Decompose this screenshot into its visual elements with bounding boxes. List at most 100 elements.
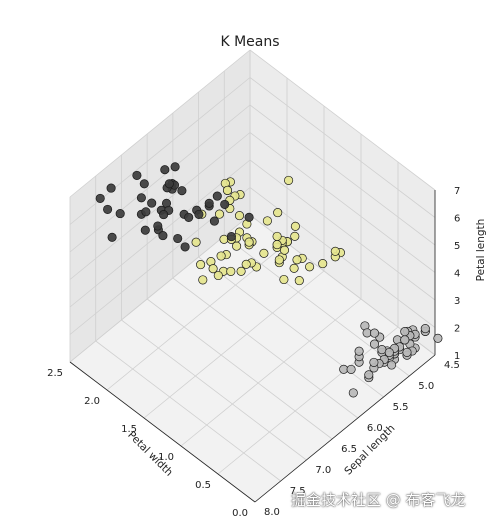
z-tick-label: 1: [454, 351, 460, 362]
data-point-cluster-0: [140, 225, 150, 235]
data-point-cluster-2: [400, 327, 410, 337]
data-point-cluster-2: [364, 370, 374, 380]
y-tick-label: 5.0: [418, 381, 434, 392]
data-point-cluster-1: [279, 274, 289, 285]
data-point-cluster-1: [214, 209, 225, 219]
data-point-cluster-0: [226, 232, 236, 242]
data-point-cluster-1: [213, 270, 223, 281]
data-point-cluster-1: [196, 260, 206, 270]
data-point-cluster-0: [132, 170, 142, 180]
data-point-cluster-1: [272, 231, 282, 241]
data-point-cluster-1: [279, 245, 290, 255]
data-point-cluster-0: [209, 216, 219, 226]
data-point-cluster-0: [106, 183, 116, 193]
data-point-cluster-2: [369, 357, 379, 367]
data-point-cluster-1: [294, 276, 304, 286]
data-point-cluster-2: [369, 339, 380, 349]
grid-line-z-left: [249, 104, 436, 246]
data-point-cluster-1: [290, 231, 300, 241]
data-point-cluster-0: [153, 221, 163, 231]
data-point-cluster-2: [384, 347, 394, 358]
y-tick-label: 7.5: [290, 486, 306, 497]
data-point-cluster-0: [194, 209, 204, 219]
data-point-cluster-1: [330, 246, 340, 256]
y-tick-label: 8.0: [264, 507, 280, 518]
x-tick-label: 2.5: [47, 368, 63, 379]
data-point-cluster-1: [289, 263, 299, 273]
data-point-cluster-0: [139, 179, 149, 189]
data-point-cluster-1: [236, 266, 246, 276]
data-point-cluster-0: [220, 199, 230, 209]
y-tick-label: 6.5: [341, 444, 357, 455]
data-point-cluster-2: [387, 360, 397, 370]
data-point-cluster-0: [159, 210, 169, 220]
grid-line-z-left: [249, 77, 436, 218]
data-point-cluster-1: [284, 175, 294, 185]
grid-line-y-floor: [121, 319, 307, 461]
grid-line-z-right: [69, 49, 251, 198]
data-point-cluster-0: [180, 242, 190, 252]
x-tick-label: 2.0: [84, 396, 100, 407]
grid-line-z-left: [249, 159, 436, 301]
y-tick-label: 7.0: [315, 465, 331, 476]
data-point-cluster-2: [420, 324, 430, 334]
x-tick-label: 1.0: [158, 452, 174, 463]
data-point-cluster-1: [198, 275, 208, 285]
data-point-cluster-2: [354, 346, 364, 356]
data-point-cluster-1: [234, 211, 245, 221]
data-point-cluster-2: [402, 347, 412, 357]
data-point-cluster-2: [400, 335, 410, 345]
y-tick-label: 5.5: [393, 402, 409, 413]
data-point-cluster-0: [177, 186, 187, 196]
chart-title: K Means: [220, 34, 279, 50]
data-point-cluster-1: [244, 237, 254, 247]
data-point-cluster-2: [348, 388, 358, 398]
data-point-cluster-1: [226, 266, 236, 276]
grid-line-y-floor: [95, 340, 281, 482]
grid-line-z-right: [69, 104, 251, 253]
grid-line-z-left: [249, 132, 436, 273]
z-tick-label: 7: [454, 186, 460, 197]
data-point-cluster-1: [216, 251, 226, 261]
z-tick-label: 5: [454, 241, 460, 252]
data-point-cluster-0: [147, 198, 157, 208]
data-point-cluster-0: [184, 212, 194, 222]
data-point-cluster-2: [433, 333, 443, 343]
scatter-points: [95, 162, 443, 398]
data-point-cluster-1: [274, 255, 284, 265]
data-point-cluster-1: [262, 216, 272, 226]
data-point-cluster-1: [222, 185, 233, 195]
x-tick-label: 1.5: [121, 424, 137, 435]
data-point-cluster-2: [369, 328, 380, 338]
data-point-cluster-0: [141, 207, 151, 217]
data-point-cluster-1: [208, 264, 218, 274]
data-point-cluster-2: [346, 364, 356, 374]
z-tick-label: 3: [454, 296, 460, 307]
y-tick-label: 4.5: [444, 360, 460, 371]
grid-line-x-floor: [180, 298, 362, 447]
data-point-cluster-0: [204, 198, 214, 208]
z-axis-label: Petal length: [475, 219, 487, 282]
x-tick-label: 0.5: [195, 480, 211, 491]
data-point-cluster-1: [318, 259, 328, 269]
grid-line-x-floor: [217, 326, 399, 475]
data-point-cluster-1: [191, 237, 201, 247]
watermark: 掘金技术社区 @ 布客飞龙: [291, 491, 466, 509]
data-point-cluster-0: [158, 231, 168, 241]
data-point-cluster-0: [244, 212, 254, 222]
data-point-cluster-1: [273, 208, 283, 218]
data-point-cluster-1: [241, 259, 251, 269]
grid-line-y-floor: [146, 298, 333, 440]
data-point-cluster-0: [173, 233, 183, 244]
data-point-cluster-1: [292, 255, 302, 265]
data-point-cluster-0: [103, 204, 113, 214]
data-point-cluster-0: [107, 232, 117, 242]
data-point-cluster-1: [259, 248, 269, 258]
z-tick-label: 2: [454, 324, 460, 335]
floor-pane: [70, 215, 435, 502]
x-tick-label: 0.0: [232, 508, 248, 519]
grid-line-y-floor: [172, 277, 359, 419]
grid-line-x-floor: [143, 270, 325, 419]
data-point-cluster-0: [160, 165, 170, 175]
